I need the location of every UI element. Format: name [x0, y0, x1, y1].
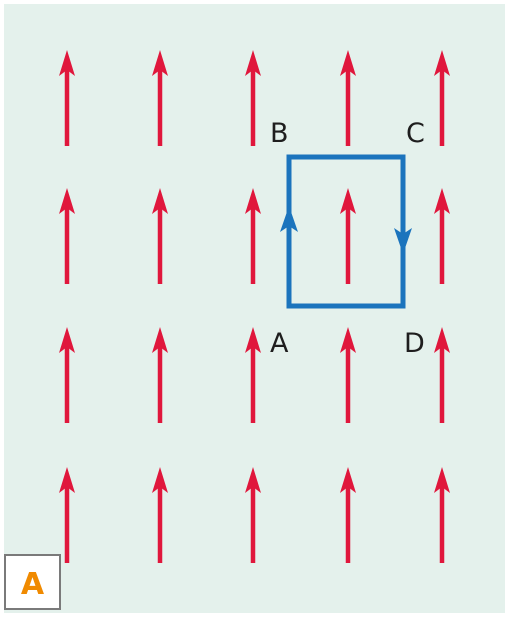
field-arrow-icon — [152, 50, 168, 146]
field-arrow-head — [59, 467, 75, 493]
field-arrow-icon — [152, 327, 168, 423]
field-arrow-head — [434, 467, 450, 493]
field-arrow-head — [59, 188, 75, 214]
field-arrow-head — [434, 327, 450, 353]
field-arrow-head — [434, 50, 450, 76]
field-arrow-icon — [340, 188, 356, 284]
field-arrow-head — [59, 50, 75, 76]
field-arrow-head — [340, 50, 356, 76]
current-loop — [280, 154, 412, 309]
field-arrow-icon — [245, 50, 261, 146]
field-arrow-icon — [59, 50, 75, 146]
panel-tag: A — [4, 554, 61, 610]
field-arrow-head — [152, 188, 168, 214]
field-arrow-head — [340, 327, 356, 353]
field-arrow-icon — [434, 188, 450, 284]
field-arrow-icon — [340, 467, 356, 563]
field-arrow-head — [59, 327, 75, 353]
field-arrow-head — [245, 327, 261, 353]
field-arrow-head — [245, 50, 261, 76]
field-arrow-icon — [152, 467, 168, 563]
field-arrow-icon — [245, 327, 261, 423]
field-arrow-head — [152, 327, 168, 353]
field-arrow-head — [245, 188, 261, 214]
field-arrow-icon — [245, 467, 261, 563]
loop-arrow-down-icon — [394, 228, 412, 254]
field-arrow-head — [152, 50, 168, 76]
loop-outline — [286, 154, 406, 309]
field-arrow-icon — [340, 50, 356, 146]
point-label-d: D — [404, 328, 425, 359]
field-arrow-icon — [152, 188, 168, 284]
point-label-c: C — [406, 118, 425, 149]
field-arrow-head — [152, 467, 168, 493]
field-arrow-head — [245, 467, 261, 493]
field-arrow-head — [434, 188, 450, 214]
field-arrow-icon — [434, 50, 450, 146]
point-label-a: A — [270, 328, 289, 359]
point-label-b: B — [270, 118, 289, 149]
panel-tag-box — [4, 554, 61, 610]
field-arrow-icon — [59, 467, 75, 563]
field-arrow-icon — [59, 327, 75, 423]
field-arrow-icon — [245, 188, 261, 284]
field-arrow-icon — [434, 327, 450, 423]
field-arrow-head — [340, 467, 356, 493]
loop-arrow-up-icon — [280, 206, 298, 232]
field-arrows — [59, 50, 450, 563]
field-arrow-icon — [59, 188, 75, 284]
field-arrow-icon — [434, 467, 450, 563]
field-arrow-head — [340, 188, 356, 214]
panel-tag-label: A — [21, 567, 45, 602]
field-arrow-icon — [340, 327, 356, 423]
